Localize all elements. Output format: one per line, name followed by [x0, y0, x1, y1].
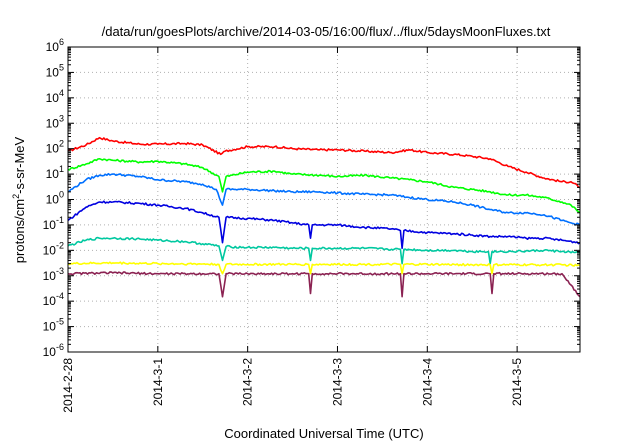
- chart-title: /data/run/goesPlots/archive/2014-03-05/1…: [102, 24, 551, 39]
- y-tick-label: 106: [46, 37, 64, 54]
- series-group: [67, 136, 581, 298]
- x-tick-label: 2014-2-28: [61, 358, 75, 413]
- series-line: [67, 236, 581, 265]
- x-tick-label: 2014-3-3: [330, 358, 344, 406]
- y-tick-label: 10-4: [43, 291, 64, 308]
- y-tick-label: 100: [46, 190, 64, 207]
- y-tick-label: 10-6: [43, 342, 64, 359]
- y-axis-ticks: 10-6 10-5 10-4 10-3 10-2 10-1 100 101 102 103 104 1…: [43, 37, 580, 359]
- y-tick-label: 102: [46, 139, 64, 156]
- series-line: [67, 200, 581, 250]
- series-line: [67, 261, 581, 275]
- x-axis-label: Coordinated Universal Time (UTC): [224, 426, 423, 441]
- y-tick-label: 105: [46, 62, 64, 79]
- y-tick-label: 10-1: [43, 215, 64, 232]
- y-axis-label: protons/cm2-s-sr-MeV: [11, 136, 27, 263]
- x-tick-label: 2014-3-1: [151, 358, 165, 406]
- y-tick-label: 104: [46, 88, 64, 105]
- grid: [68, 47, 580, 352]
- series-line: [67, 271, 581, 298]
- y-tick-label: 103: [46, 113, 64, 130]
- x-tick-label: 2014-3-4: [420, 358, 434, 406]
- y-axis-label-rest: -s-sr-MeV: [12, 136, 27, 193]
- y-tick-label: 10-3: [43, 266, 64, 283]
- series-line: [67, 172, 581, 226]
- y-axis-label-main: protons/cm: [12, 199, 27, 263]
- y-tick-label: 10-2: [43, 240, 64, 257]
- y-tick-label: 101: [46, 164, 64, 181]
- x-tick-label: 2014-3-2: [241, 358, 255, 406]
- y-axis-label-sup: 2: [11, 194, 21, 199]
- series-line: [67, 136, 581, 189]
- x-tick-label: 2014-3-5: [510, 358, 524, 406]
- x-axis-ticks: 2014-2-28 2014-3-1 2014-3-2 2014-3-3 2014-3-…: [61, 47, 524, 413]
- series-line: [67, 158, 581, 214]
- y-tick-label: 10-5: [43, 317, 64, 334]
